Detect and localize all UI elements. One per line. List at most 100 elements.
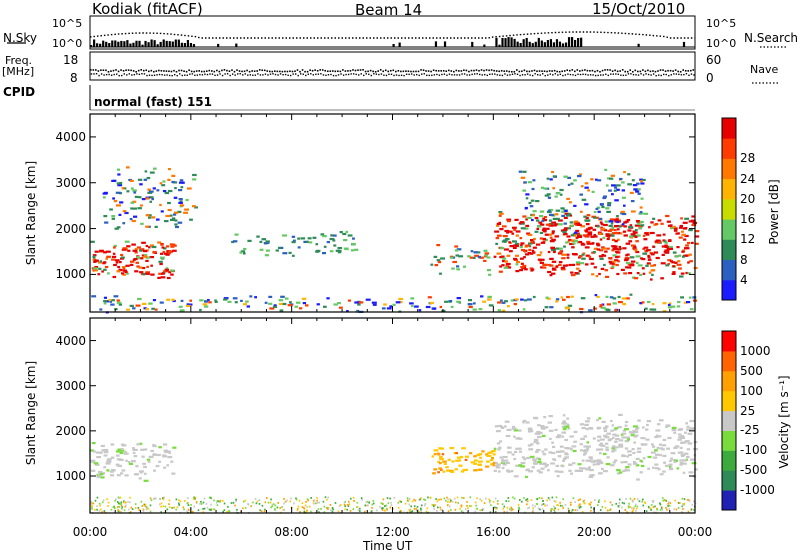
velocity-cell (327, 508, 329, 510)
power-cell (93, 267, 98, 270)
power-cell (496, 252, 502, 255)
power-cell (173, 244, 177, 247)
power-cell (639, 206, 643, 209)
freq-dot (571, 69, 574, 71)
velocity-cell (488, 498, 490, 501)
nave-dot (108, 73, 110, 76)
nave-dot (131, 74, 133, 76)
velocity-cell (417, 508, 419, 511)
nsky-bar (126, 40, 129, 47)
nave-dot (418, 74, 420, 77)
power-cell (636, 222, 641, 225)
power-cell (627, 183, 632, 186)
power-cell (613, 218, 619, 222)
power-cell (173, 196, 178, 199)
power-cell (606, 247, 610, 250)
power-cell (594, 294, 598, 297)
power-cell (332, 234, 337, 237)
freq-dot (490, 69, 493, 71)
velocity-cell (686, 455, 690, 459)
velocity-cell (162, 497, 164, 500)
power-cell (609, 177, 614, 180)
velocity-cell (424, 499, 426, 501)
velocity-cell (611, 424, 615, 427)
power-cell (670, 305, 676, 308)
power-cell (147, 191, 153, 194)
power-cell (614, 186, 618, 189)
nave-dot (504, 73, 506, 75)
power-cell (561, 210, 566, 213)
freq-dot (127, 69, 130, 71)
power-cell (637, 192, 641, 195)
velocity-cell (102, 499, 105, 502)
freq-dot (445, 70, 448, 73)
velocity-cell (618, 504, 621, 507)
power-cell (689, 260, 693, 263)
power-cell (608, 224, 613, 227)
velocity-cell (297, 505, 300, 508)
freq-dot (198, 70, 200, 72)
power-cell (160, 210, 164, 213)
velocity-cell (609, 508, 612, 511)
power-cell (597, 231, 602, 234)
power-cell (146, 176, 151, 180)
power-cell (287, 304, 293, 307)
velocity-cell (543, 416, 547, 419)
velocity-cell (460, 455, 464, 459)
nave-dot (171, 74, 173, 77)
velocity-cell (691, 462, 697, 465)
power-cell (570, 234, 574, 237)
power-cell (468, 305, 473, 309)
nave-dot (559, 73, 562, 76)
velocity-cell (414, 499, 417, 502)
power-cell (535, 243, 541, 246)
power-cell (682, 249, 685, 252)
velocity-cell (489, 451, 493, 454)
power-cell (558, 247, 563, 250)
velocity-cell (445, 499, 447, 502)
velocity-cell (234, 504, 236, 507)
velocity-cell (387, 502, 390, 505)
nave-dot (579, 73, 582, 76)
power-cell (612, 297, 617, 300)
velocity-cell (585, 459, 590, 462)
velocity-cell (420, 507, 422, 510)
power-cell (152, 299, 156, 302)
velocity-cell (130, 506, 133, 509)
velocity-cell (522, 419, 527, 422)
power-cell (486, 256, 491, 259)
freq-dot (271, 70, 274, 73)
power-cell (109, 300, 112, 303)
power-cell (483, 249, 488, 252)
power-cell (307, 237, 312, 240)
power-cell (357, 303, 361, 306)
nsky-bar (501, 37, 504, 47)
velocity-cell (683, 498, 686, 500)
power-cell (139, 204, 143, 207)
velocity-cell (592, 437, 596, 440)
power-cell (566, 295, 570, 299)
power-cell (152, 250, 157, 254)
power-cell (595, 275, 599, 278)
velocity-cell (548, 429, 554, 432)
power-cell (159, 256, 165, 259)
power-cell (629, 224, 633, 227)
power-cell (113, 263, 117, 267)
nave-dot (534, 73, 536, 75)
power-cell (596, 295, 600, 298)
power-cell (635, 190, 640, 193)
power-cell (189, 299, 192, 302)
velocity-cell (323, 505, 326, 508)
velocity-cell (636, 478, 640, 481)
power-cell (565, 241, 569, 244)
power-cell (590, 262, 595, 265)
velocity-cell (596, 419, 599, 422)
velocity-cell (143, 503, 146, 506)
power-cell (170, 273, 174, 276)
velocity-cell (420, 497, 422, 499)
velocity-cell (433, 453, 437, 456)
freq-dot (483, 69, 485, 72)
nave-dot (330, 73, 332, 76)
velocity-cell (602, 452, 607, 456)
power-cell (634, 229, 638, 232)
